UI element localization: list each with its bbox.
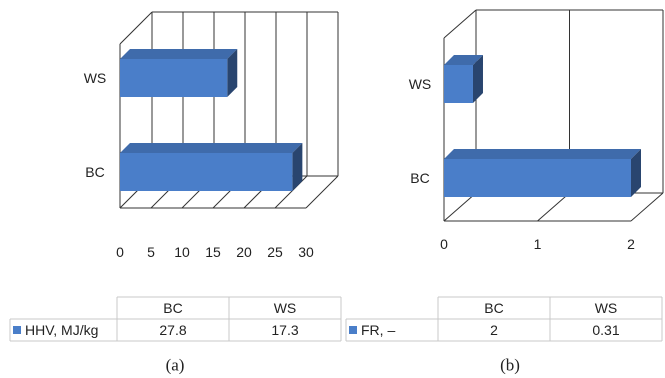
panel-a-wall-top — [119, 11, 153, 45]
panel-b-floor-line — [443, 192, 477, 222]
panel-a-table-header: WS — [274, 300, 297, 316]
panel-a-data-table — [9, 296, 342, 342]
panel-b-data-table — [345, 296, 663, 342]
panel-b-tick-label: 2 — [627, 236, 635, 252]
panel-b-legend-label: FR, – — [361, 322, 395, 338]
panel-a-category-label: BC — [85, 164, 104, 180]
panel-a-floor-line — [305, 175, 339, 209]
panel-b-table-header: BC — [484, 300, 503, 316]
panel-a-bar-ws — [120, 49, 238, 97]
panel-a-legend-swatch — [13, 326, 21, 334]
panel-a-tick-label: 20 — [236, 244, 252, 260]
panel-b-table-cell: 2 — [490, 322, 498, 338]
panel-a-bar-front — [120, 153, 293, 191]
panel-a-tick-label: 0 — [116, 244, 124, 260]
panel-b-bar-top — [444, 55, 483, 65]
panel-b-bar-side — [472, 55, 483, 103]
panel-a-legend-label: HHV, MJ/kg — [25, 322, 98, 338]
panel-a-table-cell: 17.3 — [271, 322, 298, 338]
panel-a-table-header: BC — [163, 300, 182, 316]
panel-a-bar-top — [120, 49, 238, 59]
panel-b-bar-bc — [444, 149, 641, 197]
panel-a-bar-side — [227, 49, 238, 97]
panel-a-caption: (a) — [166, 356, 185, 375]
panel-a-bar-front — [120, 59, 228, 97]
panel-b-table-header: WS — [595, 300, 618, 316]
panel-a-table-cell: 27.8 — [159, 322, 186, 338]
panel-b-tick-label: 1 — [534, 236, 542, 252]
panel-a-tick-label: 30 — [298, 244, 314, 260]
panel-b-floor-line — [630, 192, 664, 222]
panel-b-category-label: WS — [409, 76, 432, 92]
panel-b-wall-top — [443, 9, 477, 39]
panel-b-caption: (b) — [500, 356, 520, 375]
panel-a-bar-side — [292, 143, 303, 191]
panel-b-bar-side — [631, 149, 641, 197]
panel-b-bar-ws — [444, 55, 483, 103]
panel-a-tick-label: 15 — [205, 244, 221, 260]
panel-b-tick-label: 0 — [440, 236, 448, 252]
panel-b-legend-swatch — [349, 326, 357, 334]
panel-b-bar-top — [444, 149, 641, 159]
panel-a-tick-label: 5 — [147, 244, 155, 260]
panel-a-bar-top — [120, 143, 303, 153]
panel-a-category-label: WS — [84, 70, 107, 86]
panel-a-tick-label: 25 — [267, 244, 283, 260]
panel-b-bar-front — [444, 65, 473, 103]
panel-b-bar-front — [444, 159, 631, 197]
panel-b-category-label: BC — [410, 170, 429, 186]
panel-b-floor-line — [537, 192, 570, 222]
panel-b-table-cell: 0.31 — [592, 322, 619, 338]
panel-a-bar-bc — [120, 143, 303, 191]
panel-a-tick-label: 10 — [174, 244, 190, 260]
